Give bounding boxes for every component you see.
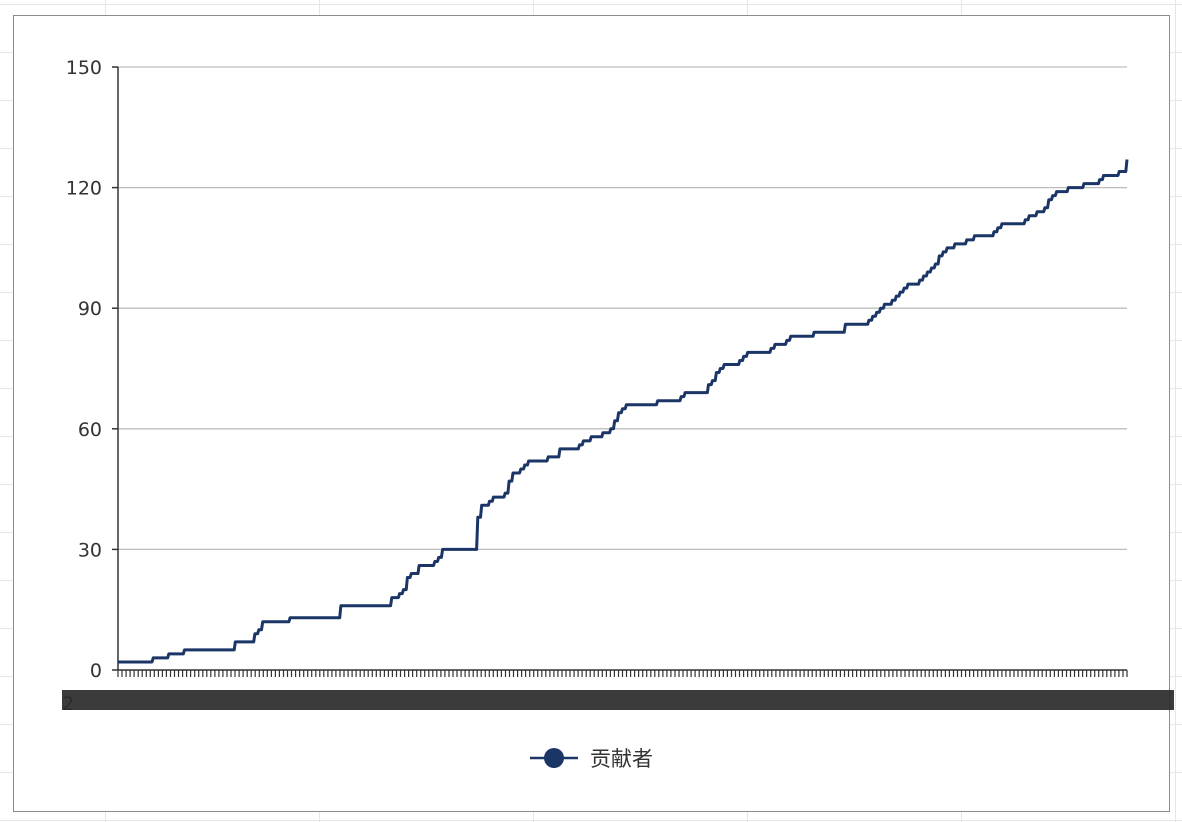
series-line-contributors[interactable]: [118, 159, 1129, 664]
x-axis: 2: [62, 669, 1174, 715]
legend[interactable]: 贡献者: [530, 747, 653, 771]
legend-label-contributors: 贡献者: [590, 747, 653, 771]
y-tick-label-60: 60: [78, 419, 102, 441]
series-group: [118, 159, 1129, 664]
y-tick-label-30: 30: [78, 539, 102, 561]
x-tick-labels-overlap-band: [62, 690, 1174, 710]
y-tick-label-90: 90: [78, 298, 102, 320]
y-tick-label-0: 0: [90, 660, 102, 682]
x-tick-marks: [117, 670, 1128, 677]
y-axis: 0 30 60 90 120 150: [66, 57, 119, 682]
y-tick-label-120: 120: [66, 178, 102, 200]
chart-frame[interactable]: [13, 15, 1170, 812]
gridlines: [118, 66, 1127, 551]
y-tick-label-150: 150: [66, 57, 102, 79]
legend-dot-marker: [544, 748, 564, 768]
